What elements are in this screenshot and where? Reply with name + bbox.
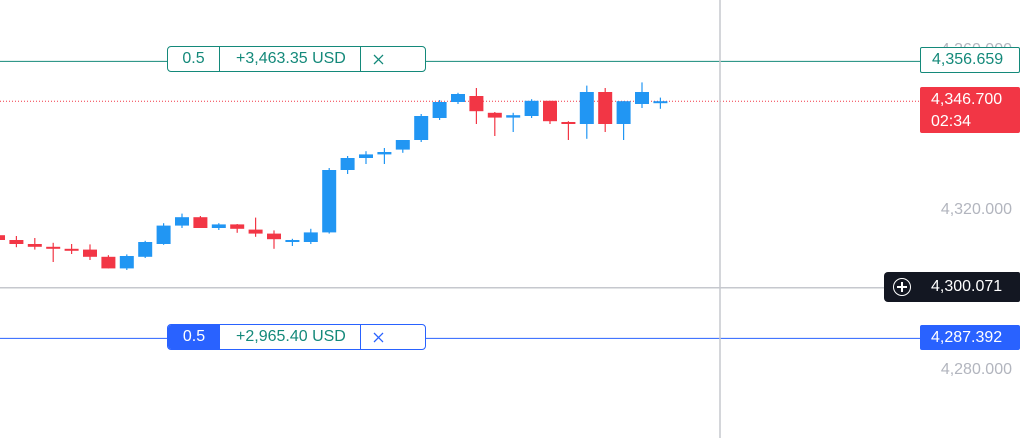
candle-body xyxy=(9,240,24,244)
crosshair-price-tag: 4,300.071 xyxy=(920,272,1020,302)
candle xyxy=(451,92,465,104)
candle-body xyxy=(156,225,171,244)
candle xyxy=(432,100,447,120)
candle-body xyxy=(248,229,263,234)
candle-body xyxy=(101,256,116,269)
candle xyxy=(138,240,153,258)
candle xyxy=(377,148,392,164)
candle xyxy=(101,255,116,269)
candle xyxy=(64,244,79,254)
plus-circle-icon xyxy=(893,278,911,296)
candle-body xyxy=(653,101,668,104)
candle-body xyxy=(414,116,429,140)
close-icon xyxy=(373,54,384,64)
candle-body xyxy=(267,233,281,240)
candle xyxy=(653,97,668,109)
bar-countdown: 02:34 xyxy=(931,113,972,130)
take-profit-price-tag[interactable]: 4,356.659 xyxy=(920,47,1020,73)
candle xyxy=(303,228,318,244)
stop-loss-pnl: +2,965.40 USD xyxy=(220,325,361,349)
candle-body xyxy=(579,92,594,124)
candle xyxy=(119,254,134,270)
last-price-tag: 4,346.700 02:34 xyxy=(920,87,1020,133)
candle xyxy=(9,236,24,248)
candle xyxy=(579,85,594,139)
candle xyxy=(395,140,410,153)
candle xyxy=(0,235,5,240)
candle xyxy=(598,88,613,132)
candle-body xyxy=(230,224,245,229)
candle-body xyxy=(543,100,557,122)
candle xyxy=(322,168,337,234)
candle-body xyxy=(46,246,61,249)
candle xyxy=(414,114,429,142)
candle-body xyxy=(506,115,521,118)
candle-body xyxy=(322,170,337,233)
candle xyxy=(543,100,557,124)
candle xyxy=(46,242,61,262)
candle xyxy=(616,101,631,140)
candle xyxy=(524,99,539,118)
candle-body xyxy=(377,152,392,155)
candle-body xyxy=(119,256,134,269)
add-order-button[interactable] xyxy=(884,272,920,302)
candle xyxy=(487,112,502,136)
stop-loss-price-tag[interactable]: 4,287.392 xyxy=(920,325,1020,350)
candle-body xyxy=(598,92,613,124)
candle-body xyxy=(432,102,447,118)
candle-body xyxy=(451,94,465,102)
candle xyxy=(230,224,245,233)
candle-body xyxy=(487,112,502,118)
candle xyxy=(156,223,171,245)
candle xyxy=(285,238,300,246)
candle-body xyxy=(303,232,318,242)
candle xyxy=(635,82,649,108)
stop-loss-quantity[interactable]: 0.5 xyxy=(168,325,220,349)
candle-body xyxy=(211,224,226,228)
candle xyxy=(193,216,208,228)
candle xyxy=(359,151,373,164)
take-profit-close-button[interactable] xyxy=(361,47,397,71)
candle xyxy=(27,238,42,250)
candles xyxy=(0,82,668,270)
candle-body xyxy=(340,158,355,170)
close-icon xyxy=(373,332,384,342)
take-profit-pnl: +3,463.35 USD xyxy=(220,47,361,71)
candle xyxy=(506,112,521,132)
candle-body xyxy=(27,244,42,247)
candle-body xyxy=(524,100,539,116)
take-profit-order-label[interactable]: 0.5 +3,463.35 USD xyxy=(167,46,426,72)
candle-body xyxy=(193,217,208,228)
candle-body xyxy=(138,242,153,257)
candle-body xyxy=(395,140,410,150)
last-price-value: 4,346.700 xyxy=(931,91,1003,108)
candle xyxy=(267,230,281,249)
candle-body xyxy=(0,235,5,240)
candle-body xyxy=(175,217,189,226)
y-axis-tick-label: 4,320.000 xyxy=(941,201,1012,218)
candle xyxy=(248,217,263,237)
candle-body xyxy=(64,248,79,251)
candle xyxy=(469,88,484,124)
stop-loss-close-button[interactable] xyxy=(361,325,397,349)
y-axis-tick-label: 4,280.000 xyxy=(941,361,1012,378)
candle-body xyxy=(83,249,97,257)
candle xyxy=(211,223,226,230)
stop-loss-order-label[interactable]: 0.5 +2,965.40 USD xyxy=(167,324,426,350)
candle-body xyxy=(359,154,373,158)
candle-body xyxy=(469,96,484,112)
take-profit-quantity[interactable]: 0.5 xyxy=(168,47,220,71)
candle xyxy=(561,121,576,140)
candle xyxy=(83,244,97,260)
candle-body xyxy=(616,101,631,124)
candle-body xyxy=(635,92,649,104)
candle xyxy=(340,156,355,174)
candle-body xyxy=(285,240,300,242)
candle xyxy=(175,213,189,228)
candle-body xyxy=(561,122,576,124)
